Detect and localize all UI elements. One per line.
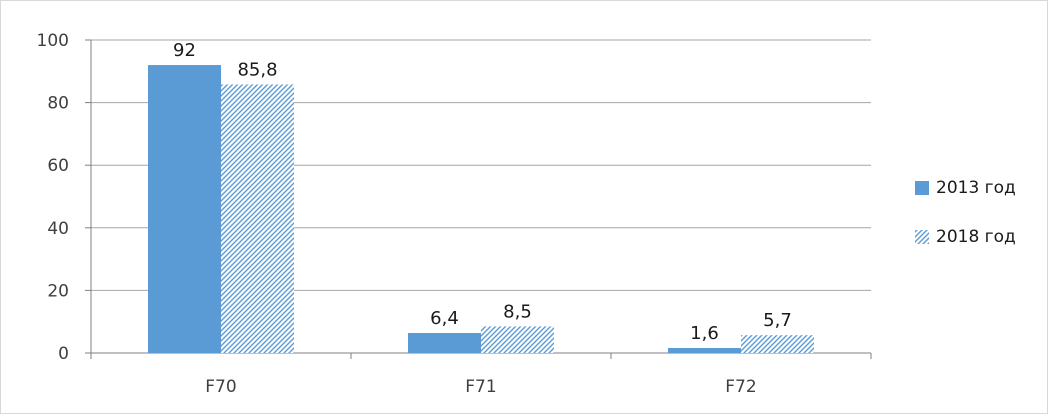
x-tick-label: F72 (725, 377, 756, 397)
bar (481, 326, 554, 353)
bars (148, 65, 814, 354)
data-labels: 92 85,8 6,4 8,5 1,6 5,7 (173, 40, 792, 344)
x-tick-label: F71 (465, 377, 496, 397)
y-tick-label: 60 (47, 156, 69, 176)
y-tick-label: 100 (37, 31, 69, 51)
x-tick-label: F70 (205, 377, 236, 397)
legend: 2013 год 2018 год (915, 178, 1016, 247)
bar (668, 347, 741, 353)
y-tick-label: 0 (58, 344, 69, 364)
bar (221, 84, 294, 354)
legend-swatch (915, 181, 929, 195)
data-label: 85,8 (237, 59, 277, 80)
data-label: 6,4 (430, 308, 459, 329)
data-label: 8,5 (503, 301, 532, 322)
data-label: 5,7 (763, 310, 792, 331)
legend-label: 2018 год (936, 227, 1016, 247)
data-label: 1,6 (690, 323, 719, 344)
data-label: 92 (173, 40, 196, 61)
y-tick-label: 20 (47, 281, 69, 301)
legend-swatch (915, 230, 929, 244)
legend-label: 2013 год (936, 178, 1016, 198)
bar (408, 332, 481, 353)
bar (741, 335, 814, 353)
y-tick-label: 80 (47, 94, 69, 114)
bar (148, 65, 221, 353)
y-tick-label: 40 (47, 219, 69, 239)
